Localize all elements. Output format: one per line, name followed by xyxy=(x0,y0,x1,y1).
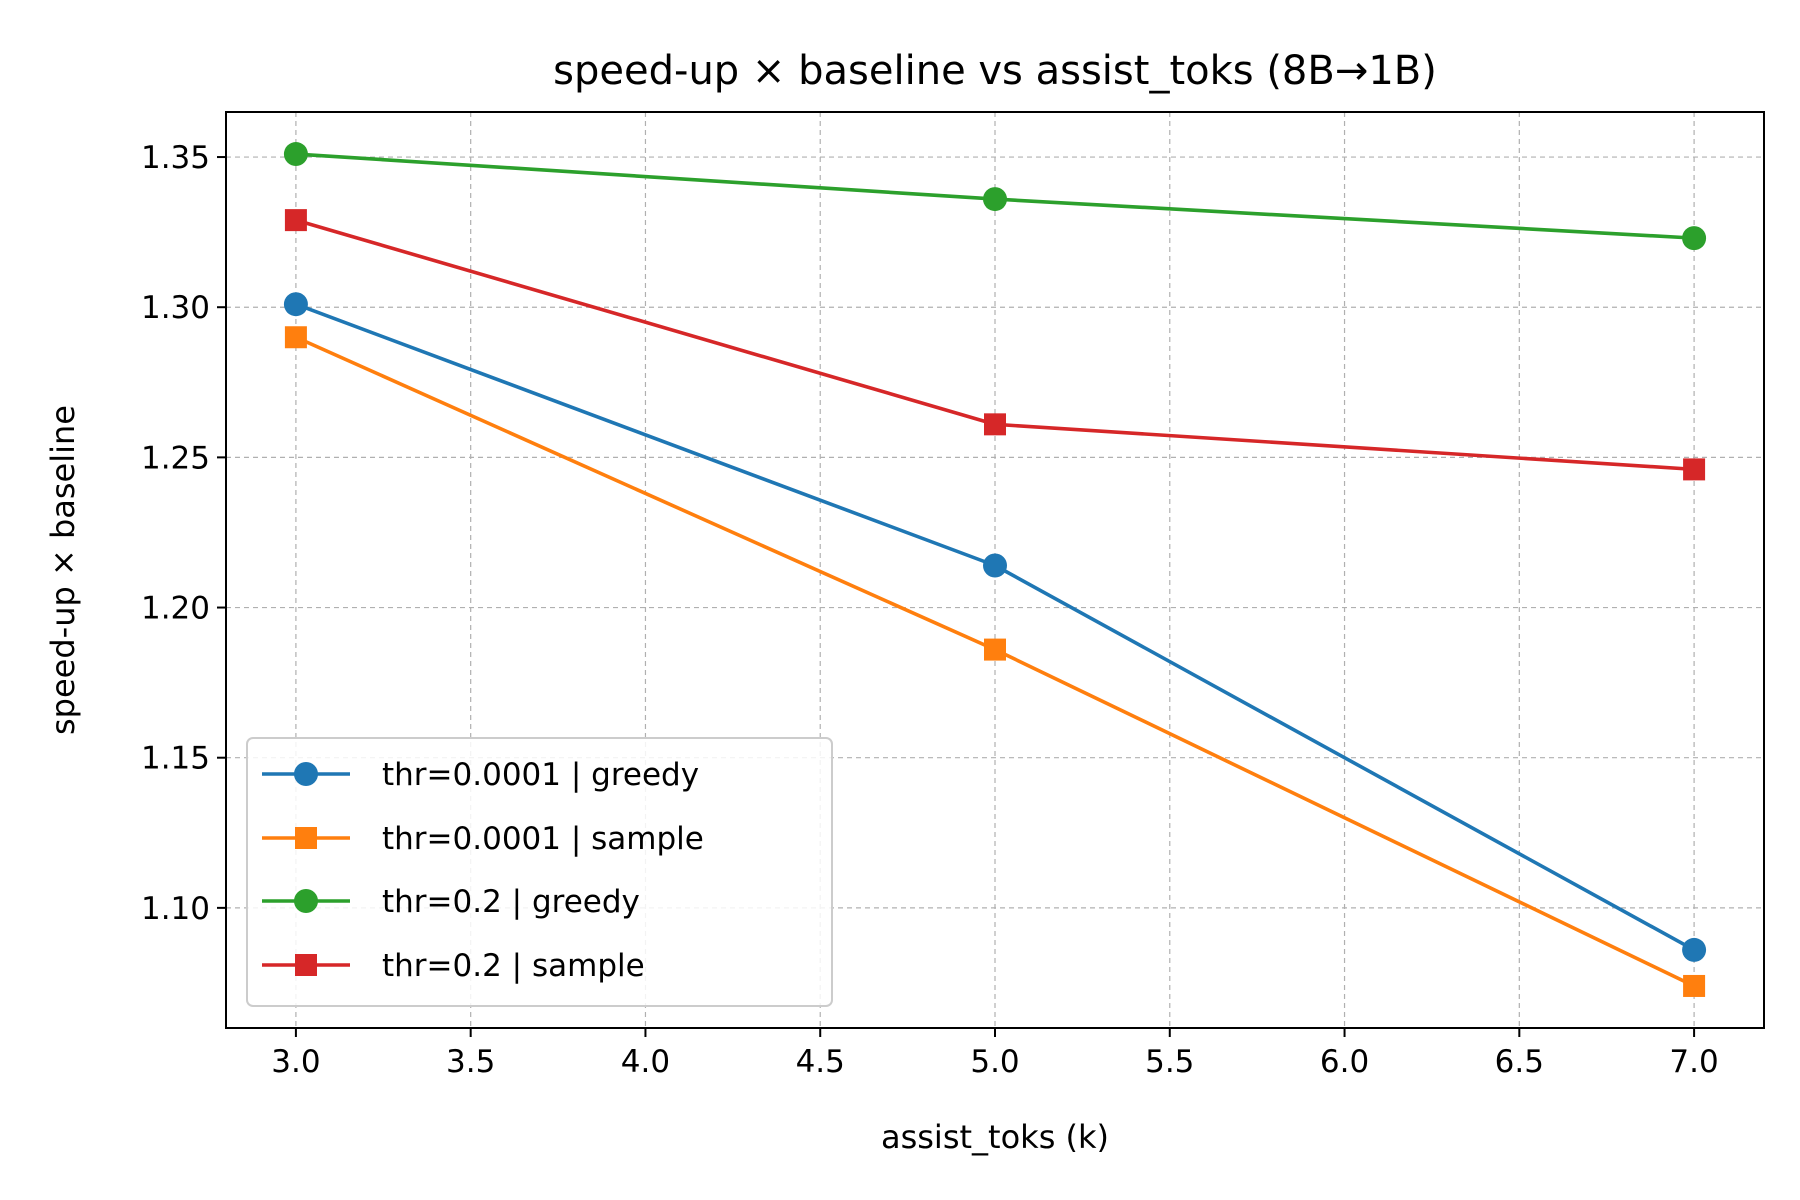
y-tick-label: 1.30 xyxy=(141,290,210,326)
y-axis-label: speed-up × baseline xyxy=(44,405,82,735)
x-tick-label: 5.5 xyxy=(1145,1044,1194,1080)
legend-box xyxy=(246,737,833,1007)
x-tick-label: 5.0 xyxy=(970,1044,1019,1080)
legend-label: thr=0.0001 | greedy xyxy=(382,757,699,793)
x-axis-label: assist_toks (k) xyxy=(881,1118,1109,1156)
y-tick-label: 1.35 xyxy=(141,140,210,176)
series-4 xyxy=(284,209,1706,481)
x-tick-label: 4.5 xyxy=(796,1044,845,1080)
y-tick-label: 1.25 xyxy=(141,440,210,476)
legend-entry: thr=0.2 | sample xyxy=(262,948,645,984)
x-tick-label: 3.0 xyxy=(271,1044,320,1080)
chart-title: speed-up × baseline vs assist_toks (8B→1… xyxy=(553,48,1437,94)
axis-ticks: 3.0 3.5 4.0 4.5 5.0 5.5 6.0 6.5 7.0 1.10 1.15 1.20 1… xyxy=(141,140,1719,1080)
legend-marker xyxy=(295,954,317,976)
x-tick-label: 6.5 xyxy=(1495,1044,1544,1080)
legend-label: thr=0.2 | sample xyxy=(382,948,645,984)
data-point xyxy=(283,142,308,167)
data-point xyxy=(1682,937,1707,962)
y-tick-label: 1.10 xyxy=(141,891,210,927)
legend-entry: thr=0.0001 | sample xyxy=(262,821,704,857)
data-point xyxy=(983,553,1007,578)
data-point xyxy=(284,209,307,232)
legend-label: thr=0.2 | greedy xyxy=(382,884,640,920)
legend-entry: thr=0.2 | greedy xyxy=(262,884,640,920)
data-point xyxy=(984,413,1006,436)
data-point xyxy=(1683,458,1706,481)
y-tick-label: 1.15 xyxy=(141,741,210,777)
y-tick-label: 1.20 xyxy=(141,591,210,627)
series-2 xyxy=(284,326,1706,997)
data-point xyxy=(284,326,307,349)
legend-marker xyxy=(294,762,318,786)
legend: thr=0.0001 | greedy thr=0.0001 | sample th… xyxy=(246,737,833,1007)
data-point xyxy=(283,292,308,317)
legend-label: thr=0.0001 | sample xyxy=(382,821,704,857)
legend-marker xyxy=(295,827,317,849)
x-tick-label: 4.0 xyxy=(621,1044,670,1080)
data-point xyxy=(984,638,1006,661)
legend-entry: thr=0.0001 | greedy xyxy=(262,757,699,793)
data-point xyxy=(1682,226,1707,251)
legend-marker xyxy=(294,889,318,913)
data-point xyxy=(983,187,1007,212)
series-1 xyxy=(283,292,1707,962)
series-layer xyxy=(283,142,1707,997)
series-3 xyxy=(283,142,1707,251)
data-point xyxy=(1683,974,1706,997)
x-tick-label: 6.0 xyxy=(1320,1044,1369,1080)
x-tick-label: 3.5 xyxy=(446,1044,495,1080)
x-tick-label: 7.0 xyxy=(1669,1044,1718,1080)
